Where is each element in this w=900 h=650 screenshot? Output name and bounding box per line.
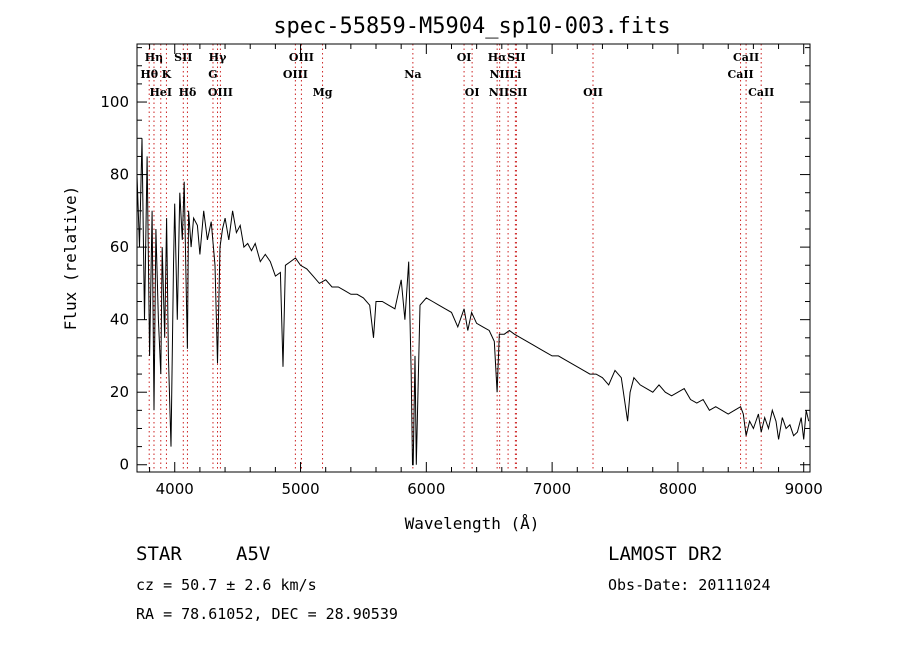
line-marker-label: Mg xyxy=(313,86,333,99)
line-marker-label: K xyxy=(162,68,172,81)
spectrum-layer xyxy=(137,138,810,466)
object-subclass: A5V xyxy=(236,543,270,565)
line-marker-label: OI xyxy=(457,51,472,64)
x-tick-label: 9000 xyxy=(785,480,823,498)
line-marker-label: Hγ xyxy=(209,51,227,64)
y-tick-label: 40 xyxy=(110,311,129,329)
y-axis-label: Flux (relative) xyxy=(61,186,80,331)
line-marker-label: SII xyxy=(507,51,525,64)
line-marker-label: HeI xyxy=(150,86,173,99)
line-marker-label: OIII xyxy=(208,86,233,99)
x-tick-label: 4000 xyxy=(156,480,194,498)
y-tick-label: 80 xyxy=(110,166,129,184)
line-marker-label: Na xyxy=(404,68,421,81)
line-marker-label: OII xyxy=(583,86,603,99)
line-marker-label: CaII xyxy=(733,51,759,64)
y-tick-label: 60 xyxy=(110,238,129,256)
spectrum-series-line xyxy=(137,138,810,466)
plot-frame xyxy=(136,43,811,473)
line-marker-label: NIISII xyxy=(489,86,528,99)
line-marker-label: CaII xyxy=(748,86,774,99)
line-marker-label: Hδ xyxy=(179,86,197,99)
observation-date: Obs-Date: 20111024 xyxy=(608,576,771,594)
chart-title: spec-55859-M5904_sp10-003.fits xyxy=(273,14,670,39)
x-axis-label: Wavelength (Å) xyxy=(405,514,540,533)
line-marker-label: Li xyxy=(509,68,521,81)
survey-name: LAMOST DR2 xyxy=(608,543,722,565)
line-marker-label: CaII xyxy=(727,68,753,81)
y-tick-label: 20 xyxy=(110,383,129,401)
line-marker-label: OIII xyxy=(289,51,314,64)
x-tick-label: 7000 xyxy=(533,480,571,498)
line-marker-label: Hθ xyxy=(140,68,158,81)
line-marker-label: NII xyxy=(489,68,509,81)
x-tick-label: 8000 xyxy=(659,480,697,498)
line-marker-label: OIII xyxy=(283,68,308,81)
ra-dec-coordinates: RA = 78.61052, DEC = 28.90539 xyxy=(136,605,398,623)
x-tick-label: 6000 xyxy=(407,480,445,498)
y-tick-label: 0 xyxy=(119,456,129,474)
object-class: STAR xyxy=(136,543,182,565)
line-marker-label: Hα xyxy=(488,51,507,64)
redshift-velocity: cz = 50.7 ± 2.6 km/s xyxy=(136,576,317,594)
tick-layer: 4000 5000 6000 7000 8000 9000 0 20 40 60 80 100 xyxy=(100,44,823,498)
x-tick-label: 5000 xyxy=(281,480,319,498)
y-tick-label: 100 xyxy=(100,93,129,111)
line-marker-label: SII xyxy=(174,51,192,64)
line-marker-label: OI xyxy=(465,86,480,99)
line-marker-label: G xyxy=(208,68,217,81)
